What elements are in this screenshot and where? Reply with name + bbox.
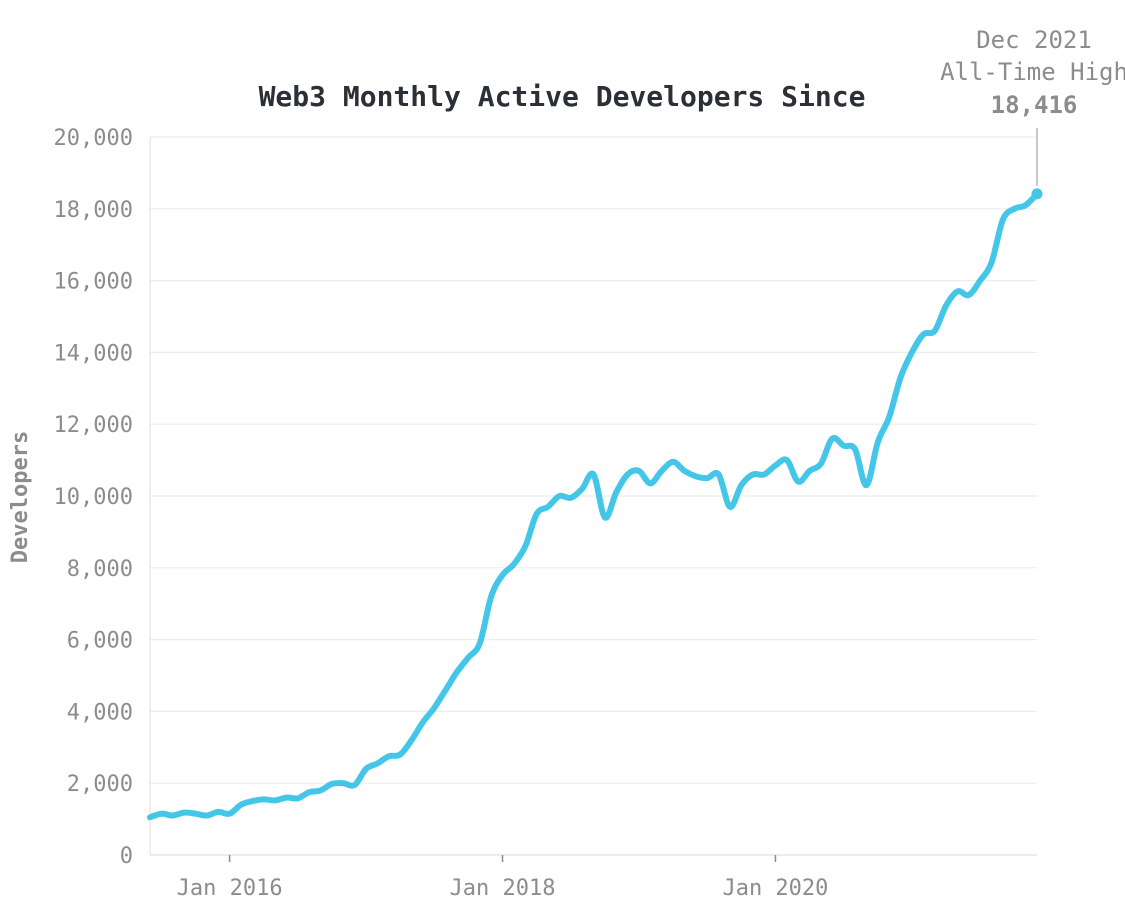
annotation: Dec 2021 All-Time High 18,416 <box>940 26 1125 200</box>
y-tick-label: 6,000 <box>67 629 133 654</box>
annotation-value-label: 18,416 <box>991 91 1078 119</box>
y-tick-label: 10,000 <box>54 485 133 510</box>
y-tick-label: 14,000 <box>54 341 133 366</box>
y-tick-label: 20,000 <box>54 126 133 151</box>
x-tick-label: Jan 2018 <box>450 876 556 901</box>
all-time-high-point <box>1031 188 1043 200</box>
gridlines <box>150 136 1037 856</box>
chart-title: Web3 Monthly Active Developers Since <box>259 80 866 113</box>
annotation-caption-label: All-Time High <box>940 58 1125 86</box>
axes <box>149 137 1037 862</box>
x-tick-labels: Jan 2016 Jan 2018 Jan 2020 <box>177 876 829 901</box>
annotation-date-label: Dec 2021 <box>976 26 1092 54</box>
y-tick-label: 2,000 <box>67 772 133 797</box>
y-axis-label: Developers <box>8 431 33 563</box>
series-layer <box>147 190 1040 821</box>
y-tick-label: 4,000 <box>67 700 133 725</box>
y-tick-label: 16,000 <box>54 270 133 295</box>
y-tick-label: 12,000 <box>54 413 133 438</box>
x-tick-label: Jan 2020 <box>722 876 828 901</box>
y-tick-label: 8,000 <box>67 557 133 582</box>
y-tick-label: 0 <box>120 844 133 869</box>
y-tick-labels: 0 2,000 4,000 6,000 8,000 10,000 12,000 14,000 1… <box>54 126 133 869</box>
y-tick-label: 18,000 <box>54 198 133 223</box>
developers-line <box>147 190 1040 821</box>
x-tick-label: Jan 2016 <box>177 876 283 901</box>
